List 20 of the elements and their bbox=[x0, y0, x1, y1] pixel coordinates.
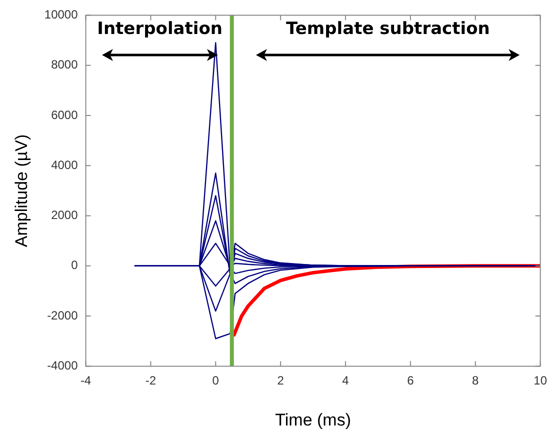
x-tick-label: 4 bbox=[342, 374, 350, 388]
x-tick-label: 2 bbox=[277, 374, 284, 388]
y-tick-label: 10000 bbox=[44, 8, 78, 22]
x-tick-label: 10 bbox=[534, 374, 548, 388]
x-tick-label: 0 bbox=[212, 374, 220, 388]
y-axis-title: Amplitude (µV) bbox=[12, 134, 31, 248]
x-tick-label: 6 bbox=[407, 374, 414, 388]
y-tick-label: 0 bbox=[71, 258, 78, 272]
x-tick-label: -4 bbox=[80, 374, 92, 388]
y-tick-label: 4000 bbox=[51, 158, 78, 172]
y-tick-label: 6000 bbox=[51, 108, 78, 122]
y-tick-label: 8000 bbox=[51, 58, 78, 72]
annotation: Interpolation bbox=[97, 19, 222, 40]
annotation: Template subtraction bbox=[286, 19, 490, 40]
x-tick-label: -2 bbox=[145, 374, 156, 388]
y-tick-label: -4000 bbox=[47, 358, 78, 373]
x-tick-label: 8 bbox=[472, 374, 480, 388]
x-axis-title: Time (ms) bbox=[275, 410, 351, 430]
y-tick-label: 2000 bbox=[51, 208, 78, 222]
y-tick-label: -2000 bbox=[47, 308, 78, 322]
